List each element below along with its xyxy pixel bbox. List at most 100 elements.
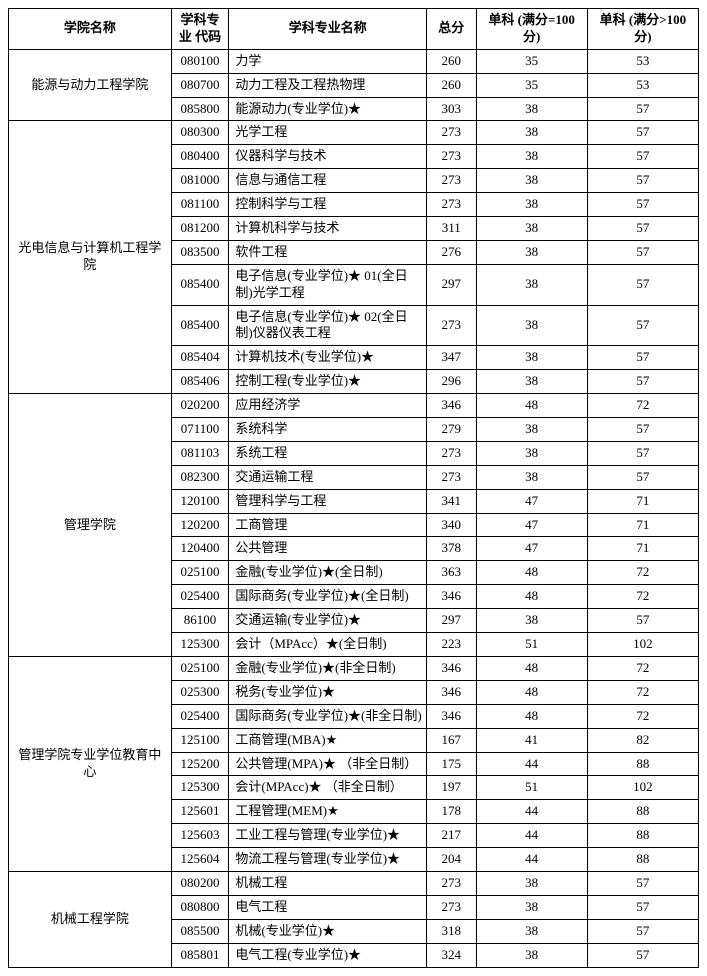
- total-cell: 378: [427, 537, 476, 561]
- name-cell: 电子信息(专业学位)★ 01(全日制)光学工程: [229, 264, 427, 305]
- table-body: 能源与动力工程学院080100力学2603553080700动力工程及工程热物理…: [9, 49, 699, 967]
- s1-cell: 38: [476, 370, 587, 394]
- s2-cell: 72: [587, 704, 698, 728]
- s1-cell: 44: [476, 752, 587, 776]
- header-s1: 单科 (满分=100分): [476, 9, 587, 50]
- s2-cell: 102: [587, 776, 698, 800]
- name-cell: 系统科学: [229, 418, 427, 442]
- s1-cell: 38: [476, 97, 587, 121]
- s2-cell: 57: [587, 217, 698, 241]
- total-cell: 363: [427, 561, 476, 585]
- code-cell: 085800: [171, 97, 229, 121]
- code-cell: 125603: [171, 824, 229, 848]
- s1-cell: 47: [476, 513, 587, 537]
- s1-cell: 51: [476, 776, 587, 800]
- code-cell: 120400: [171, 537, 229, 561]
- total-cell: 297: [427, 264, 476, 305]
- code-cell: 082300: [171, 465, 229, 489]
- code-cell: 081100: [171, 193, 229, 217]
- name-cell: 管理科学与工程: [229, 489, 427, 513]
- total-cell: 311: [427, 217, 476, 241]
- total-cell: 297: [427, 609, 476, 633]
- name-cell: 工程管理(MEM)★: [229, 800, 427, 824]
- header-row: 学院名称 学科专业 代码 学科专业名称 总分 单科 (满分=100分) 单科 (…: [9, 9, 699, 50]
- s1-cell: 48: [476, 394, 587, 418]
- total-cell: 273: [427, 305, 476, 346]
- s1-cell: 35: [476, 73, 587, 97]
- s2-cell: 82: [587, 728, 698, 752]
- s2-cell: 57: [587, 609, 698, 633]
- code-cell: 085400: [171, 264, 229, 305]
- s2-cell: 71: [587, 537, 698, 561]
- total-cell: 273: [427, 465, 476, 489]
- code-cell: 125100: [171, 728, 229, 752]
- code-cell: 085400: [171, 305, 229, 346]
- name-cell: 计算机技术(专业学位)★: [229, 346, 427, 370]
- name-cell: 电气工程: [229, 895, 427, 919]
- name-cell: 交通运输工程: [229, 465, 427, 489]
- s2-cell: 72: [587, 561, 698, 585]
- name-cell: 工商管理(MBA)★: [229, 728, 427, 752]
- code-cell: 120100: [171, 489, 229, 513]
- s2-cell: 72: [587, 585, 698, 609]
- total-cell: 273: [427, 121, 476, 145]
- total-cell: 296: [427, 370, 476, 394]
- table-row: 管理学院专业学位教育中心025100金融(专业学位)★(非全日制)3464872: [9, 656, 699, 680]
- s1-cell: 38: [476, 145, 587, 169]
- s1-cell: 48: [476, 680, 587, 704]
- s2-cell: 57: [587, 145, 698, 169]
- s2-cell: 57: [587, 346, 698, 370]
- code-cell: 071100: [171, 418, 229, 442]
- s2-cell: 57: [587, 305, 698, 346]
- code-cell: 025300: [171, 680, 229, 704]
- s2-cell: 57: [587, 97, 698, 121]
- s1-cell: 48: [476, 561, 587, 585]
- name-cell: 金融(专业学位)★(全日制): [229, 561, 427, 585]
- s1-cell: 35: [476, 49, 587, 73]
- s2-cell: 72: [587, 680, 698, 704]
- total-cell: 273: [427, 441, 476, 465]
- s2-cell: 57: [587, 418, 698, 442]
- header-code: 学科专业 代码: [171, 9, 229, 50]
- total-cell: 347: [427, 346, 476, 370]
- s1-cell: 41: [476, 728, 587, 752]
- s2-cell: 57: [587, 193, 698, 217]
- s1-cell: 38: [476, 193, 587, 217]
- college-cell: 能源与动力工程学院: [9, 49, 172, 121]
- total-cell: 318: [427, 919, 476, 943]
- s1-cell: 44: [476, 800, 587, 824]
- name-cell: 交通运输(专业学位)★: [229, 609, 427, 633]
- total-cell: 279: [427, 418, 476, 442]
- name-cell: 应用经济学: [229, 394, 427, 418]
- name-cell: 物流工程与管理(专业学位)★: [229, 848, 427, 872]
- code-cell: 120200: [171, 513, 229, 537]
- college-cell: 机械工程学院: [9, 871, 172, 967]
- total-cell: 273: [427, 169, 476, 193]
- name-cell: 税务(专业学位)★: [229, 680, 427, 704]
- total-cell: 273: [427, 145, 476, 169]
- total-cell: 346: [427, 680, 476, 704]
- s2-cell: 57: [587, 169, 698, 193]
- code-cell: 085801: [171, 943, 229, 967]
- s1-cell: 38: [476, 305, 587, 346]
- table-row: 能源与动力工程学院080100力学2603553: [9, 49, 699, 73]
- s1-cell: 38: [476, 943, 587, 967]
- s2-cell: 53: [587, 73, 698, 97]
- code-cell: 125604: [171, 848, 229, 872]
- total-cell: 346: [427, 704, 476, 728]
- code-cell: 085406: [171, 370, 229, 394]
- name-cell: 控制工程(专业学位)★: [229, 370, 427, 394]
- total-cell: 260: [427, 49, 476, 73]
- total-cell: 273: [427, 871, 476, 895]
- name-cell: 工商管理: [229, 513, 427, 537]
- s2-cell: 57: [587, 895, 698, 919]
- name-cell: 仪器科学与技术: [229, 145, 427, 169]
- code-cell: 125601: [171, 800, 229, 824]
- code-cell: 080300: [171, 121, 229, 145]
- s1-cell: 38: [476, 919, 587, 943]
- s1-cell: 38: [476, 895, 587, 919]
- header-name: 学科专业名称: [229, 9, 427, 50]
- name-cell: 会计(MPAcc)★ （非全日制）: [229, 776, 427, 800]
- code-cell: 083500: [171, 240, 229, 264]
- s2-cell: 88: [587, 800, 698, 824]
